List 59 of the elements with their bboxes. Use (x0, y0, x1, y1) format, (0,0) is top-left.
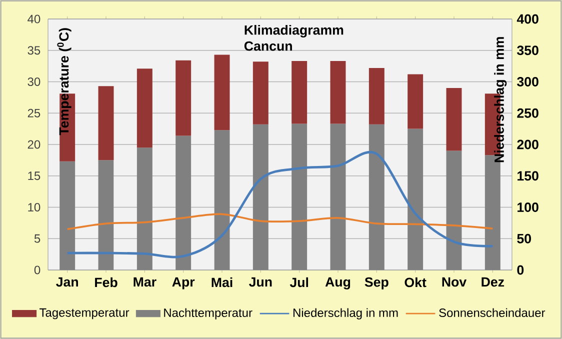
x-tick-label: Mai (212, 277, 232, 288)
x-tick-label: Jun (249, 277, 272, 287)
bar (446, 150, 462, 270)
legend-label: Sonnenscheindauer (439, 308, 546, 318)
y-tick-label: 20 (28, 140, 40, 149)
line-series (66, 213, 494, 230)
y-tick-label: 5 (34, 234, 40, 243)
y2-tick-label: 100 (518, 202, 538, 212)
bar (330, 124, 346, 270)
bar (292, 61, 308, 124)
bar (252, 62, 268, 124)
bar (136, 68, 152, 148)
bar (176, 136, 192, 270)
x-tick-label: Apr (172, 277, 195, 290)
y-tick-label: 0 (34, 266, 40, 274)
bar (446, 88, 462, 151)
bar (408, 74, 424, 129)
bar (214, 130, 230, 270)
legend-label: Niederschlag in mm (293, 308, 398, 320)
bar (252, 124, 268, 270)
bar (176, 60, 192, 136)
y-tick-label: 15 (28, 172, 40, 180)
x-tick-label: Jan (56, 277, 78, 287)
x-tick-label: Okt (404, 277, 426, 288)
y2-tick-label: 200 (517, 140, 538, 150)
bar (330, 61, 346, 124)
bar (368, 68, 384, 124)
bar (136, 148, 152, 270)
y2-axis-title: Niederschlag in mm (494, 37, 507, 162)
x-tick-label: Jul (290, 277, 308, 288)
y2-tick-label: 0 (517, 265, 524, 275)
legend-label: Tagestemperatur (40, 308, 130, 320)
bar (368, 124, 384, 270)
bar (214, 54, 230, 130)
y2-tick-label: 400 (516, 14, 538, 24)
x-tick-label: Feb (95, 277, 118, 288)
y2-tick-label: 250 (517, 108, 538, 118)
y-axis-title: Temperature ($^{0}$C) (57, 28, 72, 136)
legend-label: Nachttemperatur (164, 308, 252, 320)
y2-tick-label: 150 (518, 171, 538, 181)
text: Cancun (244, 41, 292, 51)
bar (98, 86, 114, 160)
bar (408, 128, 424, 270)
x-tick-label: Nov (442, 277, 467, 287)
y-tick-label: 10 (28, 202, 40, 212)
y-tick-label: 25 (28, 108, 40, 118)
y-tick-label: 35 (28, 46, 40, 55)
x-tick-label: Sep (364, 277, 388, 290)
chart-title: Klimadiagramm (244, 24, 344, 38)
y2-tick-label: 50 (517, 234, 531, 244)
x-tick-label: Mar (134, 277, 156, 287)
y2-tick-label: 300 (517, 77, 538, 86)
bar (98, 160, 114, 270)
x-tick-label: Aug (325, 277, 350, 290)
bar (292, 124, 308, 270)
y-tick-label: 40 (28, 14, 40, 24)
y2-tick-label: 350 (517, 46, 538, 56)
y-tick-label: 30 (28, 77, 40, 86)
x-tick-label: Dez (482, 277, 504, 287)
